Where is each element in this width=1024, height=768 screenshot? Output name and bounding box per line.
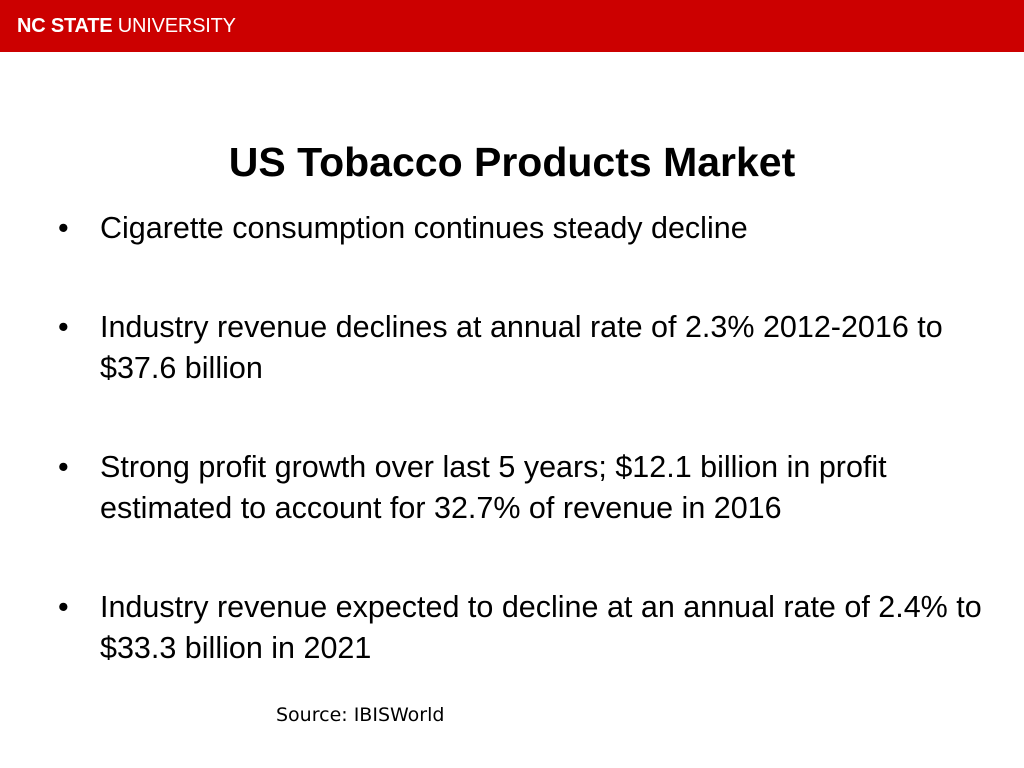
bullet-dot-icon: • bbox=[58, 310, 69, 344]
source-note: Source: IBISWorld bbox=[276, 704, 445, 726]
bullet-dot-icon: • bbox=[58, 211, 69, 245]
bullet-dot-icon: • bbox=[58, 590, 69, 624]
bullet-item: • Industry revenue declines at annual ra… bbox=[58, 307, 988, 389]
bullet-list: • Cigarette consumption continues steady… bbox=[58, 208, 988, 727]
bullet-dot-icon: • bbox=[58, 450, 69, 484]
bullet-item: • Industry revenue expected to decline a… bbox=[58, 587, 988, 669]
bullet-text: Cigarette consumption continues steady d… bbox=[100, 211, 748, 245]
logo-strong-text: NC STATE bbox=[17, 15, 113, 37]
slide-title: US Tobacco Products Market bbox=[228, 139, 796, 185]
bullet-text: Industry revenue declines at annual rate… bbox=[100, 310, 943, 385]
header-banner: NC STATE UNIVERSITY bbox=[0, 0, 1024, 52]
bullet-text: Strong profit growth over last 5 years; … bbox=[100, 450, 887, 525]
bullet-item: • Strong profit growth over last 5 years… bbox=[58, 447, 988, 529]
bullet-item: • Cigarette consumption continues steady… bbox=[58, 208, 988, 249]
university-logo: NC STATE UNIVERSITY bbox=[17, 13, 236, 39]
bullet-text: Industry revenue expected to decline at … bbox=[100, 590, 982, 665]
logo-rest-text: UNIVERSITY bbox=[112, 15, 236, 37]
